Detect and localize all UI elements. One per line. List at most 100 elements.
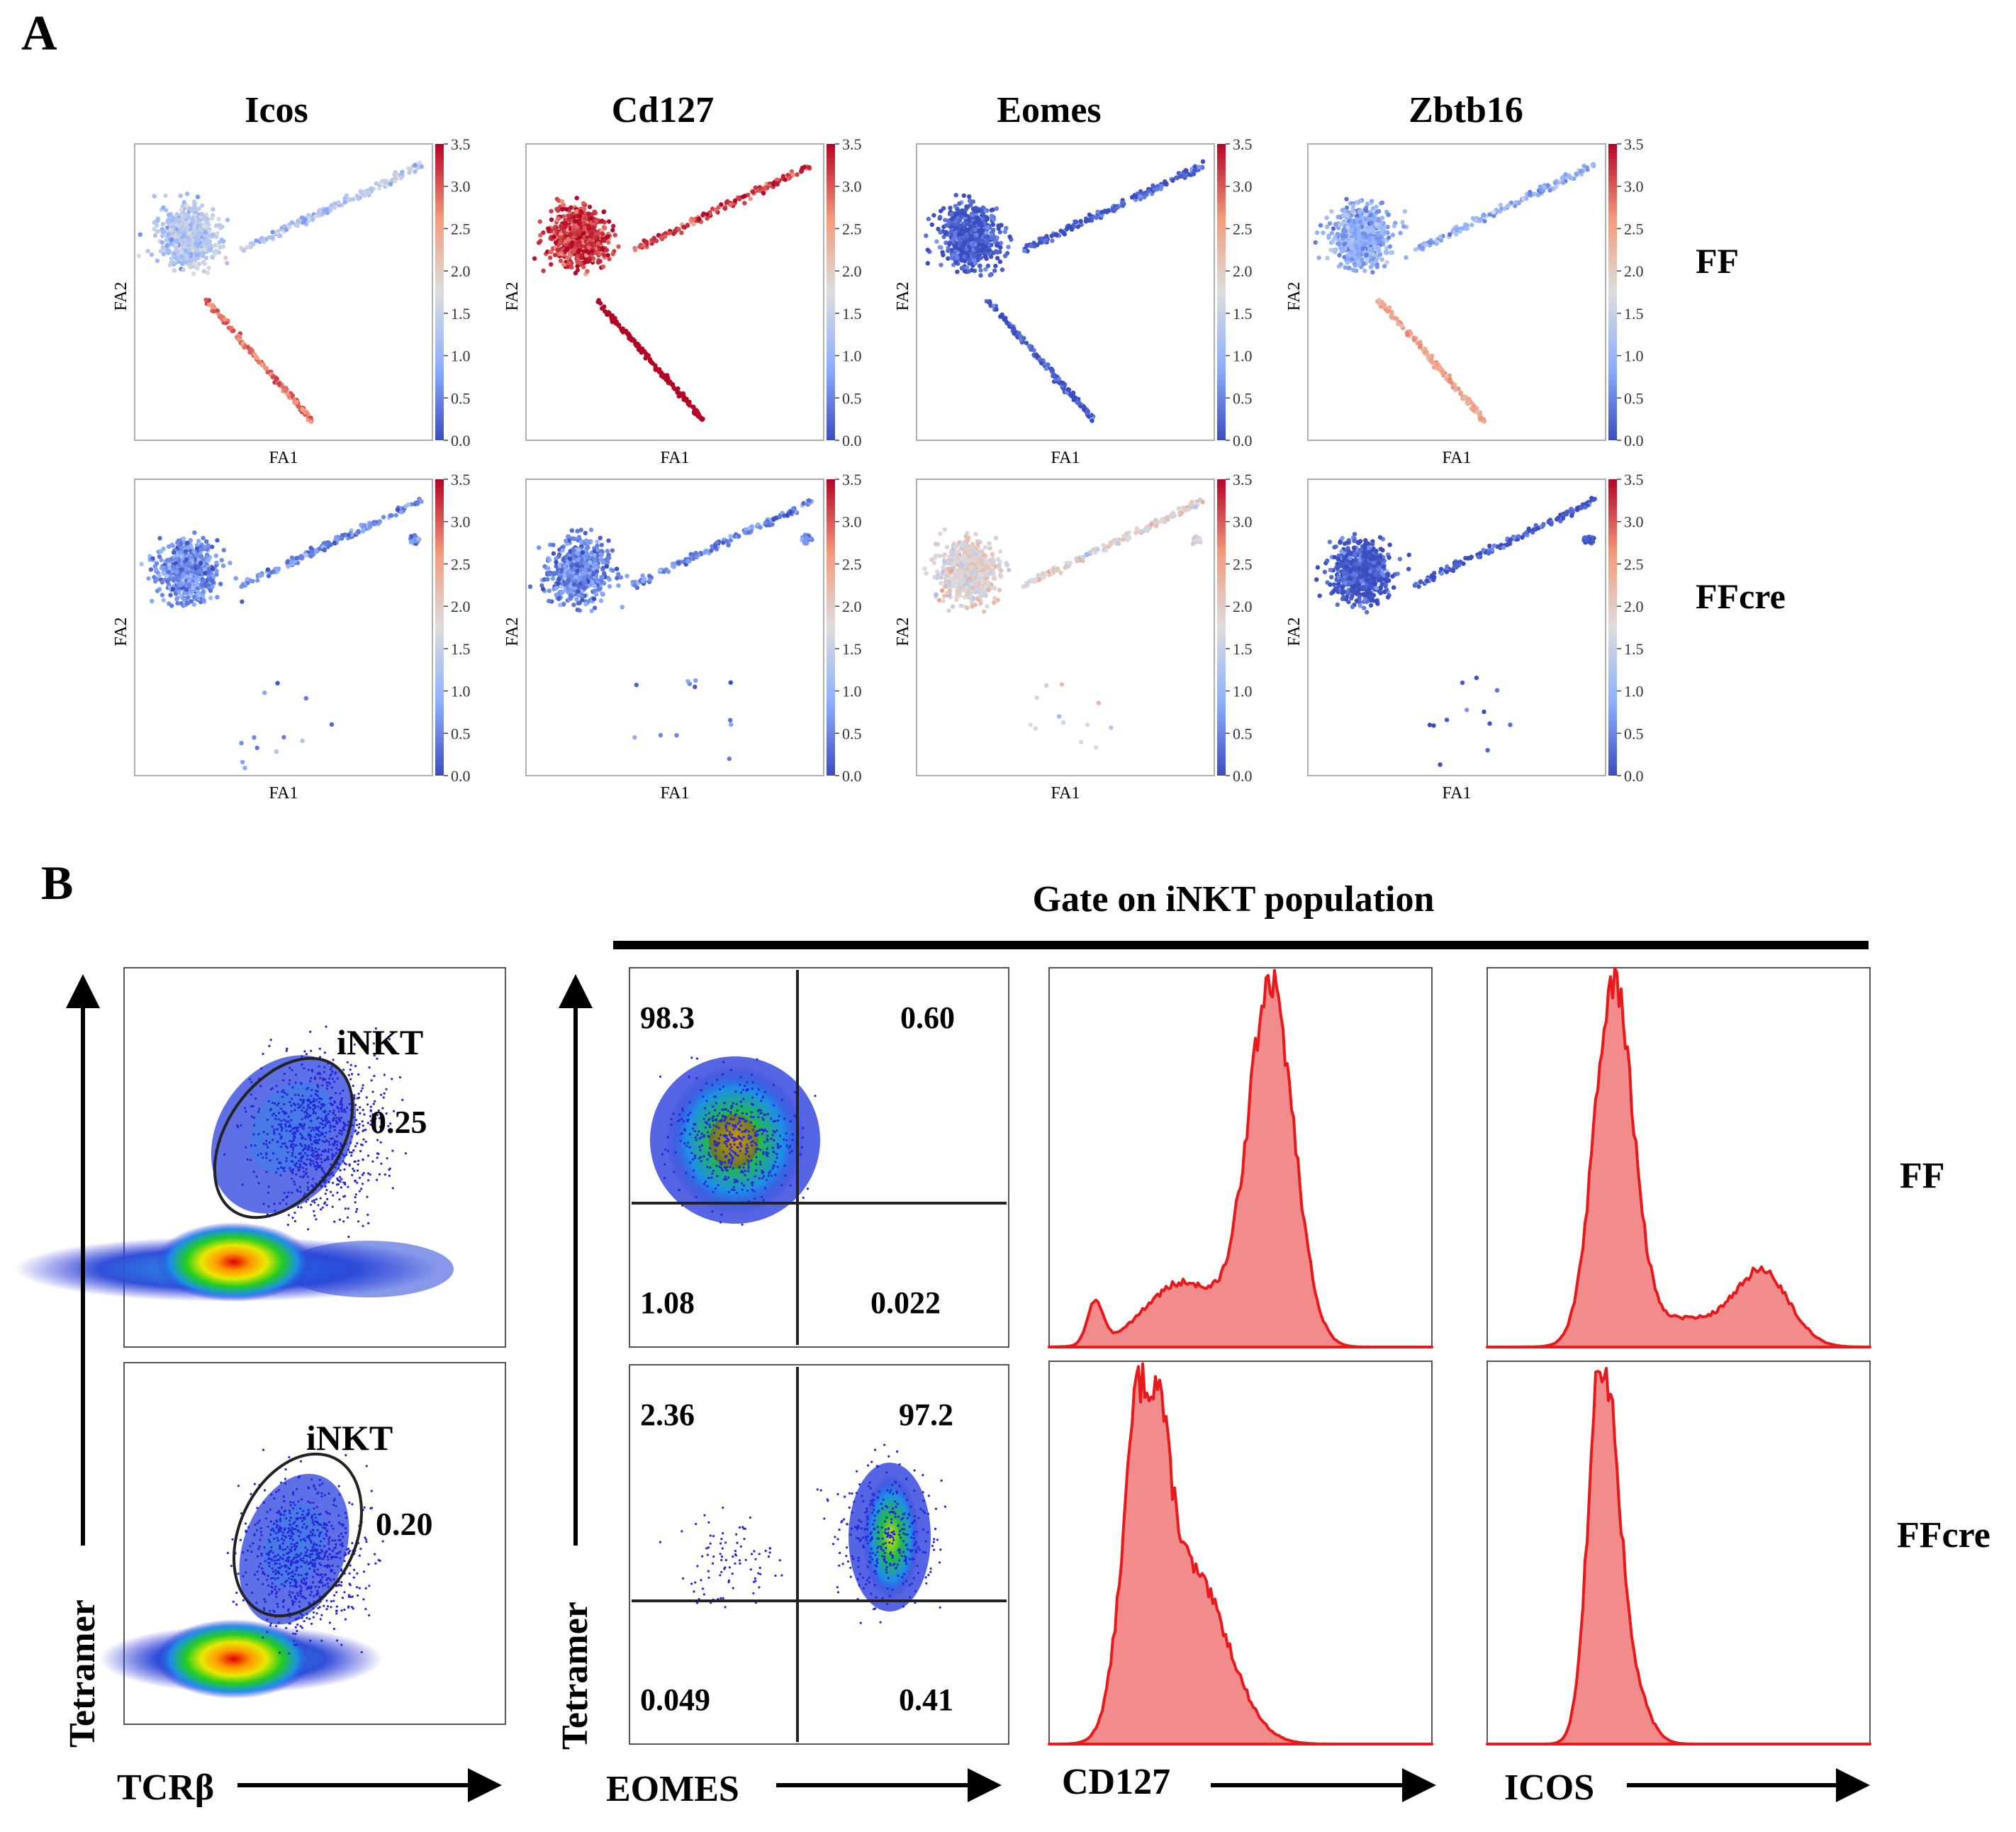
cell-point: [299, 215, 305, 220]
cell-point: [1331, 239, 1335, 245]
cell-point: [605, 234, 610, 239]
cell-point: [1381, 232, 1387, 237]
cell-point: [561, 203, 566, 208]
cell-point: [949, 212, 954, 217]
cell-point: [1470, 216, 1476, 221]
cell-point: [953, 225, 958, 230]
cell-point: [201, 214, 207, 219]
cell-point: [554, 240, 559, 245]
cell-point: [946, 248, 951, 253]
cell-point: [557, 235, 563, 240]
cell-point: [1389, 315, 1395, 320]
cell-point: [588, 241, 593, 246]
cell-point: [682, 396, 688, 401]
cell-point: [202, 261, 208, 266]
cell-point: [1348, 243, 1353, 248]
cell-point: [1357, 219, 1363, 225]
cell-point: [1481, 212, 1486, 218]
cell-point: [318, 208, 323, 213]
cell-point: [1376, 245, 1382, 250]
cell-point: [939, 208, 943, 213]
colorbar-tick: 2.5: [842, 220, 862, 238]
cell-point: [202, 240, 207, 245]
cell-point: [742, 194, 748, 199]
cell-point: [1343, 228, 1348, 234]
cell-point: [955, 255, 960, 260]
cell-point: [181, 233, 186, 238]
cell-point: [998, 313, 1004, 319]
cell-point: [170, 215, 176, 220]
cell-point: [191, 272, 196, 277]
cell-point: [1375, 236, 1380, 241]
cell-point: [1184, 168, 1189, 174]
cell-point: [571, 225, 576, 230]
cell-point: [971, 251, 976, 256]
cell-point: [676, 227, 681, 232]
cell-point: [164, 243, 169, 248]
cell-point: [603, 225, 607, 230]
colorbar-tick: 0.0: [451, 432, 471, 449]
cell-point: [146, 576, 151, 581]
colorbar-tick: 1.0: [842, 347, 862, 365]
cell-point: [556, 216, 561, 221]
cell-point: [1382, 264, 1387, 269]
cell-point: [1361, 262, 1366, 267]
cell-point: [1163, 179, 1167, 184]
cell-point: [1324, 216, 1329, 220]
cell-point: [1142, 194, 1147, 200]
cell-point: [220, 244, 225, 249]
fa1-axis-label: FA1: [1443, 449, 1472, 467]
cell-point: [1007, 234, 1012, 240]
cell-point: [597, 252, 602, 257]
cell-point: [201, 251, 206, 256]
colorbar-tick: 2.0: [842, 262, 862, 280]
colorbar-tick: 1.5: [1233, 305, 1253, 323]
cell-point: [1335, 214, 1340, 220]
gene-title-icos: Icos: [245, 90, 308, 130]
cell-point: [182, 259, 187, 264]
cell-point: [1382, 225, 1387, 230]
cell-point: [184, 540, 190, 546]
cell-point: [1053, 233, 1058, 238]
cell-point: [184, 191, 190, 196]
cell-point: [1155, 186, 1160, 192]
cell-point: [985, 263, 991, 269]
cell-point: [1087, 218, 1092, 223]
cell-point: [998, 240, 1004, 246]
cell-point: [1087, 212, 1092, 218]
cell-point: [197, 568, 203, 574]
cell-point: [983, 234, 989, 239]
colorbar-tick: 3.5: [1233, 135, 1253, 153]
cell-point: [174, 211, 179, 217]
cell-point: [964, 227, 969, 232]
cell-point: [651, 235, 656, 240]
cell-point: [751, 189, 756, 194]
cell-point: [1060, 380, 1065, 386]
cell-point: [1402, 209, 1408, 214]
cell-point: [974, 233, 979, 238]
cell-point: [213, 223, 219, 228]
cell-point: [690, 404, 695, 409]
cell-point: [223, 255, 228, 260]
cell-point: [934, 239, 939, 244]
cell-point: [1344, 205, 1350, 210]
cell-point: [150, 556, 155, 561]
cell-point: [393, 513, 398, 518]
cell-point: [1069, 227, 1075, 232]
cell-point: [339, 536, 345, 541]
cell-point: [1335, 232, 1340, 237]
cell-point: [600, 247, 605, 252]
cell-point: [287, 225, 292, 230]
cell-point: [602, 304, 607, 309]
cell-point: [215, 230, 220, 236]
cell-point: [376, 186, 382, 191]
cell-point: [174, 239, 179, 244]
cell-point: [191, 585, 196, 591]
cell-point: [267, 235, 271, 240]
cell-point: [802, 164, 807, 169]
cell-point: [203, 255, 209, 261]
cell-point: [976, 242, 982, 247]
cell-point: [681, 225, 686, 230]
cell-point: [990, 229, 995, 234]
cell-point: [157, 554, 162, 559]
